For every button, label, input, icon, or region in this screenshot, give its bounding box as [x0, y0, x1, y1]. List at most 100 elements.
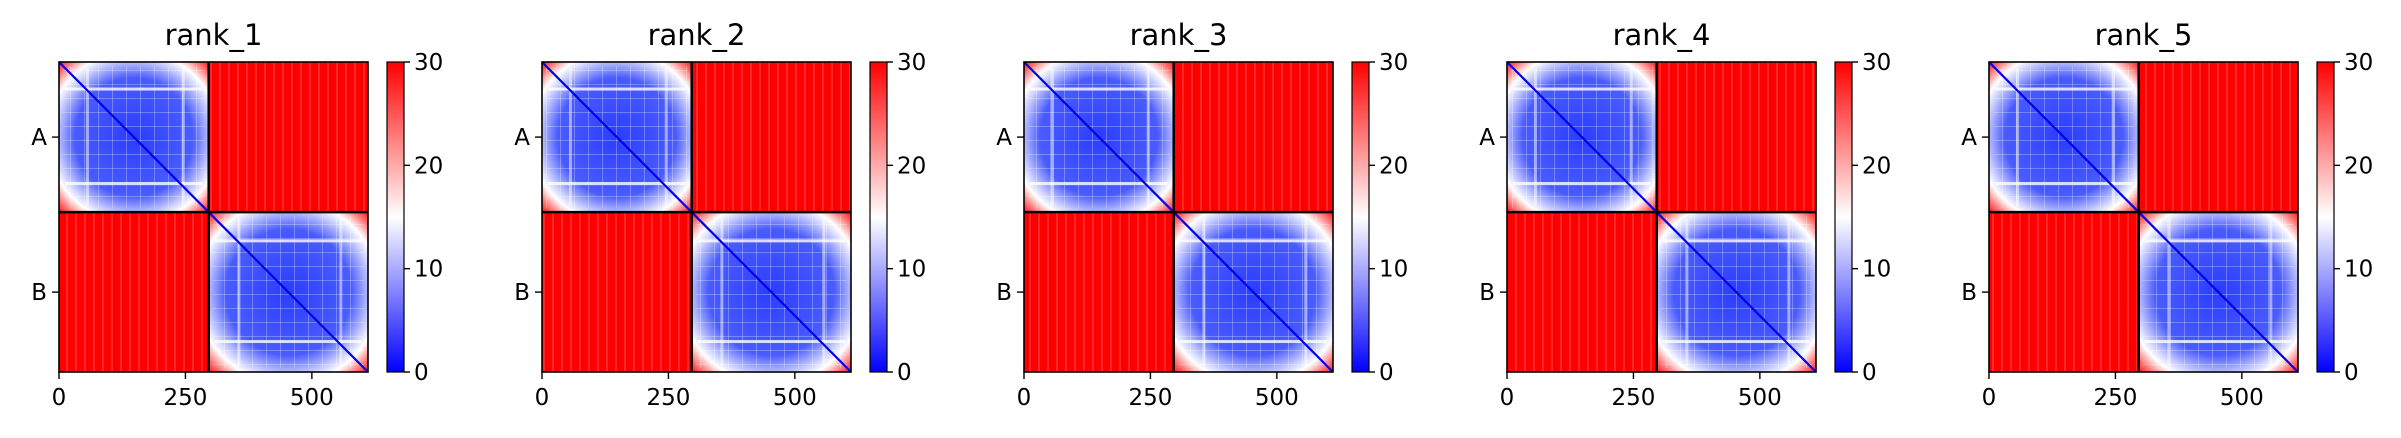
panel-title: rank_3 [1130, 18, 1228, 52]
heatmap-block-aa-stripe-v1 [664, 68, 668, 207]
colorbar-tick-label: 20 [897, 153, 926, 179]
heatmap-block-aa-diagonal [1988, 61, 2140, 213]
axes-frame [1023, 61, 1334, 373]
heatmap-block-ab [1656, 62, 1816, 213]
x-tick-label: 0 [52, 385, 67, 411]
panel-title: rank_5 [2095, 18, 2193, 52]
heatmap-block-ba [59, 212, 209, 372]
heatmap-block-bb-stripe-h0 [214, 239, 362, 243]
y-tick-label-a: A [514, 125, 530, 151]
x-tick-label: 0 [1017, 385, 1032, 411]
colorbar-tick-label: 10 [897, 257, 926, 283]
heatmap-block-bb-stripe-h1 [214, 340, 362, 344]
y-tick-label-a: A [31, 125, 47, 151]
heatmap-block-aa-stripe-h1 [548, 182, 686, 186]
colorbar-tick-label: 30 [1379, 50, 1408, 76]
heatmap-block-bb-stripe-h0 [2144, 239, 2292, 243]
heatmap-block-bb-stripe-v1 [339, 218, 343, 366]
heatmap-block-aa-stripe-v1 [1629, 68, 1633, 207]
heatmap-block-bb-stripe-h0 [1662, 239, 1810, 243]
axes-frame [1506, 61, 1817, 373]
heatmap-block-bb-stripe-v0 [237, 218, 241, 366]
colorbar-tick-label: 20 [1862, 153, 1891, 179]
heatmap-block-ab [208, 62, 368, 213]
heatmap-block-bb-stripe-v1 [1304, 218, 1308, 366]
y-tick-label-a: A [996, 125, 1012, 151]
y-tick-label-a: A [1479, 125, 1495, 151]
heatmap-block-aa-stripe-h1 [65, 182, 203, 186]
pae-panel-3: rank_3 0 250 500 A B 0 10 20 30 [996, 18, 1408, 411]
colorbar-tick-label: 0 [1379, 360, 1394, 386]
heatmap-block-aa-diagonal [1023, 61, 1175, 213]
colorbar-tick-label: 10 [1862, 257, 1891, 283]
heatmap-block-aa-diagonal [1506, 61, 1658, 213]
heatmap-block-aa-stripe-h0 [65, 87, 203, 91]
heatmap-block-bb-stripe-h0 [697, 239, 845, 243]
colorbar-tick-label: 10 [2344, 257, 2373, 283]
heatmap-block-aa-stripe-h1 [1995, 182, 2133, 186]
heatmap-block-bb-stripe-v1 [2269, 218, 2273, 366]
heatmap-block-bb-stripe-h1 [1662, 340, 1810, 344]
y-tick-label-b: B [1479, 280, 1495, 306]
colorbar-tick-label: 20 [2344, 153, 2373, 179]
x-tick-label: 250 [1611, 385, 1655, 411]
x-tick-label: 0 [1500, 385, 1515, 411]
heatmap-block-aa-stripe-h0 [1995, 87, 2133, 91]
heatmap-block-aa-stripe-v1 [2111, 68, 2115, 207]
colorbar [1834, 61, 1853, 373]
x-tick-label: 250 [1128, 385, 1172, 411]
heatmap-block-aa-stripe-h0 [548, 87, 686, 91]
heatmap-block-bb-stripe-v0 [1685, 218, 1689, 366]
heatmap-block-aa-stripe-v0 [85, 68, 89, 207]
y-tick-label-b: B [1961, 280, 1977, 306]
heatmap-block-bb-stripe-v1 [1787, 218, 1791, 366]
colorbar [1351, 61, 1370, 373]
heatmap-block-bb-stripe-h1 [697, 340, 845, 344]
heatmap-block-bb-diagonal [207, 211, 369, 373]
y-tick-label-b: B [31, 280, 47, 306]
axes-frame [541, 61, 852, 373]
heatmap-block-aa-stripe-h1 [1513, 182, 1651, 186]
heatmap-block-aa-stripe-h0 [1513, 87, 1651, 91]
y-tick-label-b: B [514, 280, 530, 306]
colorbar-tick-label: 30 [2344, 50, 2373, 76]
heatmap-block-ab [1173, 62, 1333, 213]
heatmap-block-ba [1989, 212, 2139, 372]
y-tick-label-b: B [996, 280, 1012, 306]
colorbar-tick-label: 30 [1862, 50, 1891, 76]
heatmap-block-aa-stripe-h0 [1030, 87, 1168, 91]
colorbar-tick-label: 20 [1379, 153, 1408, 179]
heatmap-block-ba [1024, 212, 1174, 372]
axes-frame [1988, 61, 2299, 373]
colorbar [2316, 61, 2335, 373]
x-tick-label: 500 [773, 385, 817, 411]
heatmap-block-aa-stripe-v1 [1146, 68, 1150, 207]
x-tick-label: 250 [163, 385, 207, 411]
pae-panel-5: rank_5 0 250 500 A B 0 10 20 30 [1961, 18, 2373, 411]
x-tick-label: 500 [1255, 385, 1299, 411]
heatmap-block-ba [542, 212, 692, 372]
colorbar-tick-label: 10 [1379, 257, 1408, 283]
heatmap-block-bb-diagonal [1655, 211, 1817, 373]
x-tick-label: 500 [2220, 385, 2264, 411]
x-tick-label: 500 [290, 385, 334, 411]
pae-panel-2: rank_2 0 250 500 A B 0 10 20 30 [514, 18, 926, 411]
x-tick-label: 0 [1982, 385, 1997, 411]
x-tick-label: 250 [2093, 385, 2137, 411]
colorbar [386, 61, 405, 373]
colorbar-tick-label: 10 [414, 257, 443, 283]
heatmap-block-aa-stripe-v1 [181, 68, 185, 207]
axes-frame [58, 61, 369, 373]
y-tick-label-a: A [1961, 125, 1977, 151]
heatmap-block-aa-stripe-v0 [1050, 68, 1054, 207]
heatmap-block-ab [2138, 62, 2298, 213]
colorbar-tick-label: 30 [897, 50, 926, 76]
heatmap-block-aa-stripe-h1 [1030, 182, 1168, 186]
heatmap-block-ab [691, 62, 851, 213]
colorbar-tick-label: 0 [897, 360, 912, 386]
heatmap-block-aa-diagonal [58, 61, 210, 213]
colorbar-tick-label: 20 [414, 153, 443, 179]
heatmap-block-aa-diagonal [541, 61, 693, 213]
panel-title: rank_1 [165, 18, 263, 52]
